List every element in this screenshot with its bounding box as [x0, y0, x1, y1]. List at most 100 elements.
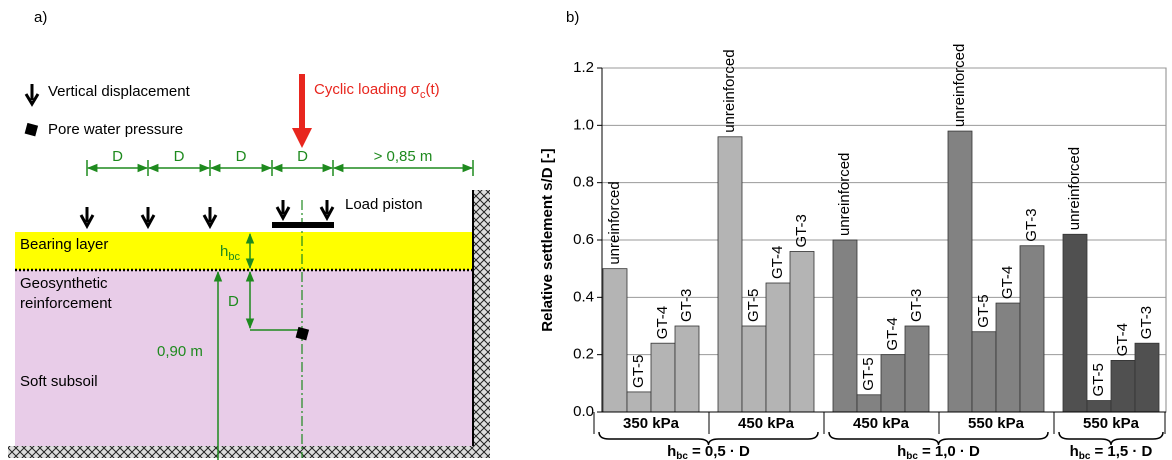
- legend-arrow: [24, 84, 40, 107]
- reinforcement-label: Geosynthetic: [20, 275, 108, 292]
- bar-label: GT-5: [745, 289, 762, 322]
- bar: [856, 394, 882, 413]
- bar: [1062, 233, 1088, 413]
- legend-text: Vertical displacement: [48, 83, 191, 100]
- load-arrow-head: [292, 128, 312, 148]
- load-text: Cyclic loading σ: [314, 81, 421, 98]
- panel-label: a): [34, 9, 47, 26]
- height-symbol: h: [220, 243, 228, 260]
- group-label: 550 kPa: [1083, 415, 1140, 432]
- legend-square: [24, 122, 39, 137]
- spacing-label: D: [174, 148, 185, 165]
- bar-label: GT-3: [793, 214, 810, 247]
- bar: [995, 302, 1021, 413]
- bar: [971, 331, 997, 413]
- group-label: 450 kPa: [853, 415, 910, 432]
- y-tick-label: 0.4: [573, 288, 594, 305]
- depth-label: 0,90 m: [157, 343, 203, 360]
- height-label: hbc: [220, 243, 240, 263]
- bar-label: GT-4: [769, 246, 786, 279]
- bar: [880, 354, 906, 413]
- bar-label: GT-4: [654, 306, 671, 339]
- bearing-layer: [15, 232, 473, 270]
- bar: [741, 325, 767, 413]
- layer-label: hbc = 0,5 · D: [667, 443, 750, 460]
- bar-label: GT-4: [1114, 323, 1131, 356]
- bar-label: GT-4: [884, 317, 901, 350]
- bar-label: unreinforced: [606, 181, 623, 264]
- y-axis-label: Relative settlement s/D [-]: [539, 148, 556, 331]
- bar: [674, 325, 700, 413]
- soft-subsoil: [15, 270, 473, 446]
- group-label: 350 kPa: [623, 415, 680, 432]
- height-subscript: bc: [228, 251, 240, 263]
- layer-symbol: h: [897, 443, 906, 460]
- spacing-label: D: [297, 148, 308, 165]
- bar: [1134, 342, 1160, 413]
- subsoil-label: Soft subsoil: [20, 373, 98, 390]
- brace: [598, 431, 819, 446]
- depth-label: D: [228, 293, 239, 310]
- bar-label: GT-5: [1090, 363, 1107, 396]
- spacing-label: D: [112, 148, 123, 165]
- bar-label: unreinforced: [836, 153, 853, 236]
- layer-subscript: bc: [1079, 451, 1091, 460]
- load-suffix: (t): [425, 81, 439, 98]
- brace: [1058, 431, 1164, 446]
- y-tick-label: 0.6: [573, 231, 594, 248]
- bar-label: GT-3: [678, 289, 695, 322]
- y-tick-label: 1.0: [573, 116, 594, 133]
- bar: [1110, 359, 1136, 413]
- bar: [717, 136, 743, 413]
- reinforcement-label: reinforcement: [20, 295, 113, 312]
- bar: [626, 391, 652, 413]
- layer-label: Bearing layer: [20, 236, 108, 253]
- load-subscript: c: [420, 89, 426, 101]
- layer-text: = 1,5 · D: [1094, 443, 1152, 460]
- bar: [904, 325, 930, 413]
- load-piston: [272, 222, 334, 228]
- bar-label: unreinforced: [951, 44, 968, 127]
- layer-text: = 0,5 · D: [692, 443, 750, 460]
- bar-label: GT-3: [908, 289, 925, 322]
- layer-symbol: h: [667, 443, 676, 460]
- spacing-dimensions: D D D D > 0,85 m: [86, 148, 474, 176]
- bar-label: GT-5: [975, 294, 992, 327]
- diagram: a) Vertical displacement Pore water pres…: [8, 9, 490, 460]
- bar-label: unreinforced: [1066, 147, 1083, 230]
- load-label: Cyclic loading σc(t): [314, 81, 440, 101]
- y-tick-label: 0.2: [573, 346, 594, 363]
- spacing-label: > 0,85 m: [374, 148, 433, 165]
- base-hatch: [8, 446, 490, 458]
- layer-subscript: bc: [676, 451, 688, 460]
- bar-label: GT-3: [1023, 208, 1040, 241]
- bar-label: GT-5: [630, 355, 647, 388]
- piston-label: Load piston: [345, 196, 423, 213]
- bar: [832, 239, 858, 413]
- bar-label: GT-5: [860, 357, 877, 390]
- group-label: 450 kPa: [738, 415, 795, 432]
- bar-label: GT-3: [1138, 306, 1155, 339]
- bar: [947, 130, 973, 413]
- bar: [1086, 400, 1112, 413]
- spacing-label: D: [236, 148, 247, 165]
- brace: [828, 431, 1049, 446]
- bar: [602, 268, 628, 413]
- displacement-arrows: [79, 200, 335, 230]
- pressure-sensor: [295, 326, 310, 341]
- layer-label: hbc = 1,0 · D: [897, 443, 980, 460]
- bar: [789, 251, 815, 413]
- y-tick-label: 0.0: [573, 403, 594, 420]
- wall-hatch: [473, 190, 490, 458]
- group-label: 550 kPa: [968, 415, 1025, 432]
- bar-label: GT-4: [999, 266, 1016, 299]
- layer-text: = 1,0 · D: [922, 443, 980, 460]
- bar: [765, 282, 791, 413]
- chart: b) Relative settlement s/D [-] 0.0 0.2 0.4…: [539, 9, 1167, 460]
- legend-text: Pore water pressure: [48, 121, 183, 138]
- y-tick-label: 1.2: [573, 59, 594, 76]
- layer-label: hbc = 1,5 · D: [1070, 443, 1153, 460]
- layer-subscript: bc: [906, 451, 918, 460]
- bar: [1019, 245, 1045, 413]
